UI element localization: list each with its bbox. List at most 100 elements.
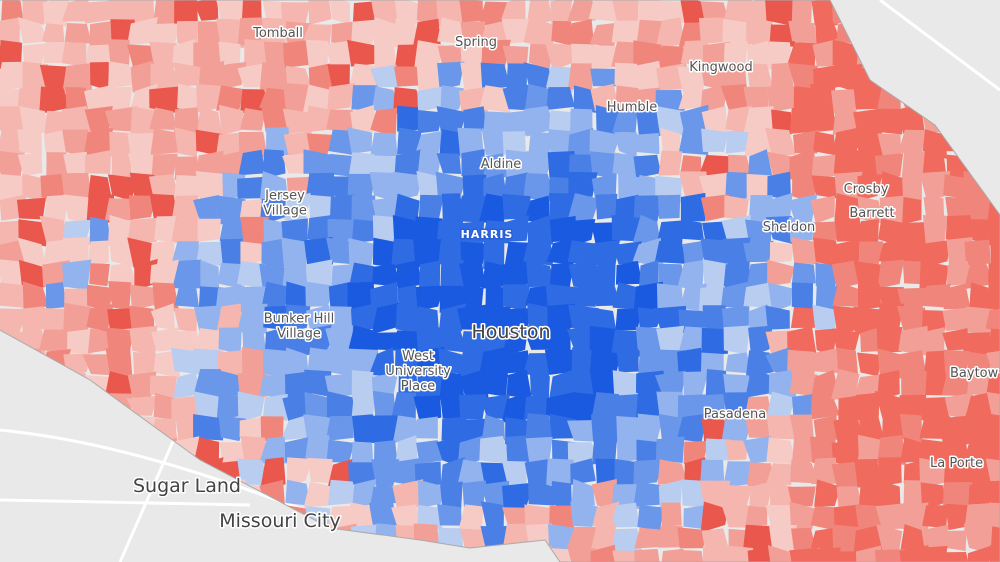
precinct — [661, 502, 682, 527]
precinct — [305, 172, 335, 204]
precinct — [149, 41, 178, 68]
precinct — [0, 17, 20, 44]
precinct — [549, 505, 575, 531]
precinct — [922, 327, 945, 357]
precinct — [705, 438, 731, 461]
precinct — [633, 459, 666, 485]
precinct — [832, 328, 860, 354]
precinct — [479, 85, 511, 113]
precinct — [108, 61, 134, 89]
precinct — [787, 486, 816, 507]
precinct — [921, 239, 951, 269]
precinct — [989, 545, 1000, 562]
precinct — [326, 439, 355, 464]
place-label: Kingwood — [689, 60, 752, 75]
precinct — [174, 286, 200, 308]
precinct — [260, 17, 290, 45]
precinct — [857, 174, 883, 202]
precinct — [877, 259, 905, 289]
precinct — [590, 68, 621, 87]
precinct — [262, 393, 288, 421]
precinct — [963, 332, 990, 355]
precinct — [683, 505, 706, 529]
precinct — [723, 325, 751, 355]
precinct — [483, 239, 505, 270]
precinct — [658, 479, 683, 509]
precinct — [745, 505, 768, 526]
precinct — [814, 479, 841, 507]
precinct — [241, 0, 262, 21]
precinct — [660, 548, 684, 562]
precinct — [261, 281, 290, 309]
precinct — [415, 416, 438, 439]
precinct — [149, 86, 181, 114]
precinct — [67, 328, 93, 355]
precinct — [479, 306, 511, 330]
labels: TomballSpringKingwoodHumbleAldineJerseyV… — [132, 25, 1000, 534]
precinct — [987, 435, 1000, 464]
precinct — [611, 502, 640, 528]
precinct — [943, 283, 971, 310]
precinct — [416, 440, 443, 464]
precinct — [549, 413, 577, 439]
precinct — [216, 85, 245, 111]
precinct — [655, 436, 685, 464]
precinct — [262, 348, 290, 379]
precinct — [244, 39, 269, 69]
precinct — [698, 172, 728, 201]
precinct — [61, 259, 92, 290]
precinct — [459, 260, 486, 288]
precinct — [766, 463, 793, 486]
precinct — [111, 152, 133, 180]
precinct — [743, 240, 774, 263]
precinct — [482, 414, 505, 441]
precinct — [901, 370, 929, 398]
precinct — [615, 308, 642, 331]
precinct — [220, 238, 243, 268]
precinct — [484, 375, 508, 397]
precinct — [174, 62, 202, 87]
precinct — [811, 175, 837, 199]
precinct — [923, 397, 950, 420]
precinct — [240, 107, 266, 131]
precinct — [567, 545, 597, 562]
precinct — [171, 217, 200, 243]
precinct — [126, 16, 158, 46]
precinct — [87, 174, 112, 199]
precinct — [128, 195, 157, 220]
precinct — [0, 106, 25, 131]
precinct — [567, 63, 593, 91]
precinct — [130, 284, 156, 310]
precinct — [463, 106, 488, 133]
precinct — [459, 0, 484, 23]
precinct — [327, 479, 357, 506]
place-label: Barrett — [849, 206, 894, 221]
precinct — [485, 285, 506, 311]
precinct — [0, 282, 25, 308]
precinct — [790, 307, 818, 329]
precinct — [460, 528, 487, 550]
precinct — [64, 22, 92, 44]
precinct — [902, 196, 922, 225]
precinct — [237, 303, 268, 334]
precinct — [240, 241, 268, 269]
precinct — [39, 329, 71, 354]
precinct — [306, 133, 334, 155]
precinct — [419, 260, 441, 290]
precinct — [392, 479, 424, 511]
precinct — [616, 348, 639, 373]
place-label: Bunker Hill — [264, 312, 335, 327]
precinct — [877, 435, 907, 466]
precinct — [524, 151, 555, 178]
precinct — [853, 108, 883, 134]
precinct — [812, 348, 839, 374]
precinct — [287, 457, 313, 487]
precinct — [173, 175, 200, 199]
precinct — [0, 127, 25, 155]
place-label: Missouri City — [219, 510, 341, 532]
precinct — [89, 61, 110, 91]
precinct — [985, 413, 1000, 443]
precinct — [679, 549, 705, 562]
precinct — [900, 437, 923, 463]
precinct — [767, 259, 795, 287]
